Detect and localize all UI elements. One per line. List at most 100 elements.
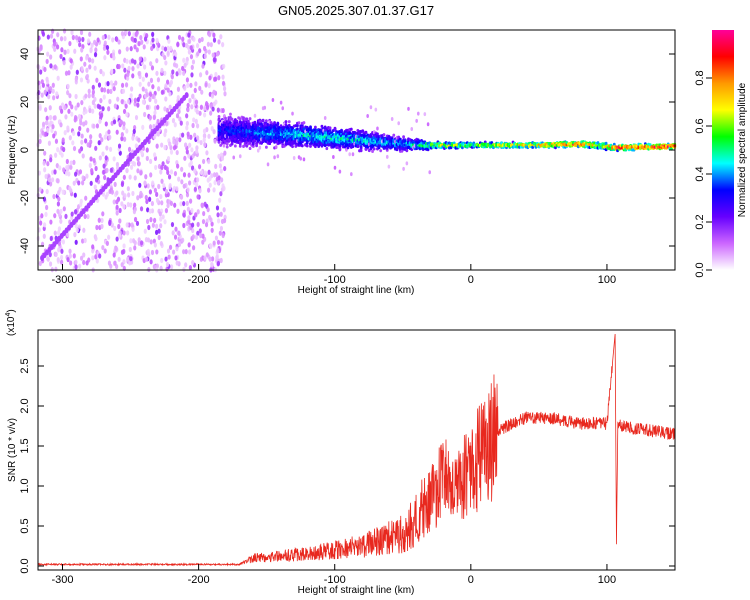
spectrogram-cell — [155, 249, 159, 255]
spectrogram-cell — [129, 46, 133, 52]
spectrogram-cell — [175, 71, 179, 77]
spectrogram-cell — [206, 41, 210, 47]
spectrogram-cell — [369, 105, 373, 110]
spectrogram-cell — [50, 177, 55, 183]
spectrogram-cell — [89, 139, 93, 145]
spectrogram-cell — [137, 137, 141, 143]
spectrogram-cell — [222, 143, 226, 148]
spectrogram-cell — [189, 45, 193, 51]
spectrogram-cell — [79, 198, 83, 204]
spectrogram-cell — [188, 38, 192, 44]
spectrogram-cell — [186, 187, 190, 193]
spectrogram-cell — [302, 121, 306, 125]
spectrogram-cells — [36, 28, 677, 273]
spectrogram-cell — [155, 58, 159, 64]
spectrogram-cell — [63, 36, 67, 42]
spectrogram-cell — [51, 88, 55, 94]
spectrogram-cell — [98, 104, 102, 110]
spectrogram-cell — [60, 259, 64, 265]
spectrogram-cell — [149, 259, 153, 265]
spectrogram-cell — [276, 154, 280, 159]
spectrogram-cell — [94, 145, 98, 151]
spectrogram-cell — [39, 45, 43, 51]
spectrogram-cell — [208, 256, 212, 262]
spectrogram-cell — [313, 125, 317, 129]
spectrogram-cell — [117, 143, 122, 149]
spectrogram-cell — [165, 166, 169, 172]
spectrogram-cell — [129, 164, 134, 170]
spectrogram-cell — [531, 145, 535, 149]
spectrogram-cell — [38, 105, 42, 111]
spectrogram-cell — [74, 259, 78, 265]
spectrogram-cell — [218, 230, 222, 236]
spectrogram-cell — [115, 190, 119, 196]
spectrogram-cell — [71, 34, 75, 41]
spectrogram-cell — [216, 260, 221, 267]
spectrogram-cell — [211, 106, 215, 112]
spectrogram-cell — [95, 77, 99, 83]
spectrogram-cell — [117, 39, 121, 45]
spectrogram-cell — [85, 67, 89, 73]
spectrogram-cell — [120, 136, 124, 142]
spectrogram-cell — [129, 238, 133, 244]
spectrogram-cell — [45, 58, 49, 65]
spectrogram-cell — [66, 125, 70, 131]
spectrogram-cell — [154, 164, 158, 171]
spectrogram-cell — [44, 173, 48, 180]
spectrogram-cell — [193, 212, 198, 218]
spectrogram-cell — [196, 194, 200, 200]
spectrogram-cell — [102, 87, 107, 93]
spectrogram-cell — [48, 105, 52, 111]
spectrogram-cell — [291, 111, 294, 116]
spectrogram-cell — [77, 36, 81, 42]
spectrogram-cell — [173, 234, 178, 240]
spectrogram-cell — [400, 149, 404, 153]
spectrogram-cell — [215, 172, 219, 178]
spectrogram-cell — [112, 55, 116, 61]
spectrogram-cell — [175, 140, 179, 146]
spectrogram-cell — [201, 158, 206, 165]
spectrogram-cell — [54, 138, 59, 144]
spectrogram-cell — [153, 110, 157, 116]
spectrogram-cell — [128, 260, 132, 266]
spectrogram-cell — [105, 167, 109, 174]
spectrogram-cell — [171, 69, 175, 75]
spectrogram-cell — [155, 191, 159, 198]
spectrogram-cell — [78, 148, 82, 154]
spectrogram-cell — [148, 114, 152, 121]
chart-title: GN05.2025.307.01.37.G17 — [278, 3, 434, 18]
spectrogram-cell — [143, 228, 147, 234]
spectrogram-cell — [160, 178, 164, 184]
spectrogram-cell — [137, 240, 141, 246]
spectrogram-cell — [177, 241, 182, 248]
spectrogram-cell — [121, 190, 125, 196]
spectrogram-cell — [123, 193, 127, 199]
spectrogram-cell — [165, 107, 170, 113]
spectrogram-cell — [172, 139, 176, 145]
spectrogram-cell — [38, 186, 42, 193]
spectrogram-cell — [176, 208, 180, 214]
spectrogram-cell — [170, 221, 175, 228]
spectrogram-cell — [196, 135, 200, 141]
spectrogram-cell — [139, 206, 144, 212]
spectrogram-cell — [108, 146, 113, 152]
spectrogram-cell — [185, 120, 189, 127]
spectrogram-cell — [167, 254, 171, 260]
spectrogram-cell — [82, 121, 86, 127]
spectrogram-cell — [181, 36, 185, 42]
spectrogram-cell — [79, 120, 83, 126]
spectrogram-cell — [44, 211, 48, 217]
spectrogram-cell — [49, 33, 54, 39]
spectrogram-cell — [113, 103, 117, 109]
spectrogram-cell — [82, 259, 86, 266]
spectrogram-cell — [219, 211, 223, 217]
spectrogram-cell — [216, 247, 220, 254]
spectrogram-cell — [62, 60, 66, 66]
spectrogram-cell — [144, 174, 148, 180]
spectrogram-cell — [74, 93, 78, 100]
spectrogram-cell — [212, 89, 216, 95]
spectrogram-cell — [59, 36, 64, 42]
spectrogram-cell — [169, 79, 174, 85]
spectrogram-cell — [92, 157, 96, 164]
spectrogram-cell — [372, 147, 376, 151]
